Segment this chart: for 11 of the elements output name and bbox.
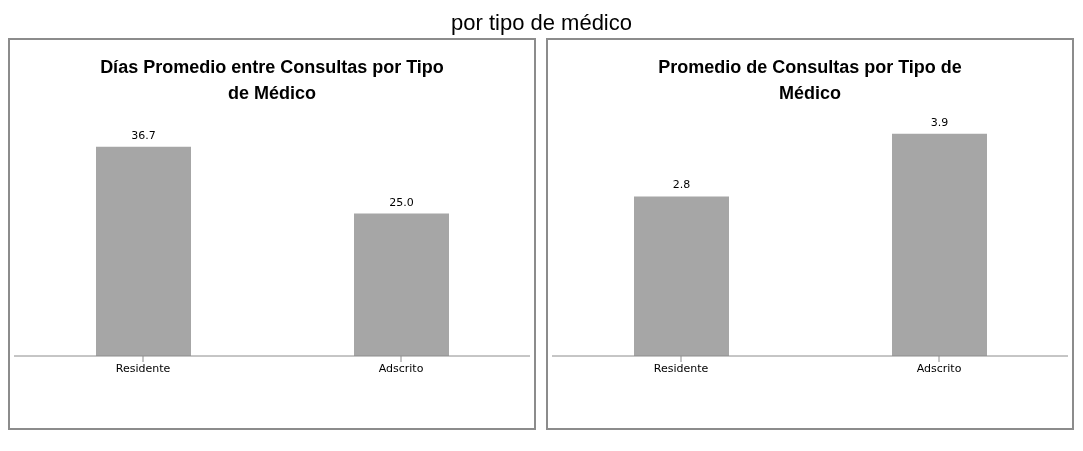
chart-title: Días Promedio entre Consultas por Tipo de Médico <box>99 56 445 105</box>
x-tick-label: Adscrito <box>378 361 424 375</box>
x-tick-label: Residente <box>653 361 709 375</box>
x-tick-label: Residente <box>115 361 171 375</box>
data-label: 3.9 <box>930 115 949 129</box>
data-label: 25.0 <box>389 195 414 209</box>
data-label: 36.7 <box>131 128 156 142</box>
data-label: 2.8 <box>672 178 691 192</box>
x-tick-label: Adscrito <box>916 361 962 375</box>
chart-title: Promedio de Consultas por Tipo de Médico <box>657 56 963 105</box>
text: por tipo de médico <box>451 10 632 35</box>
